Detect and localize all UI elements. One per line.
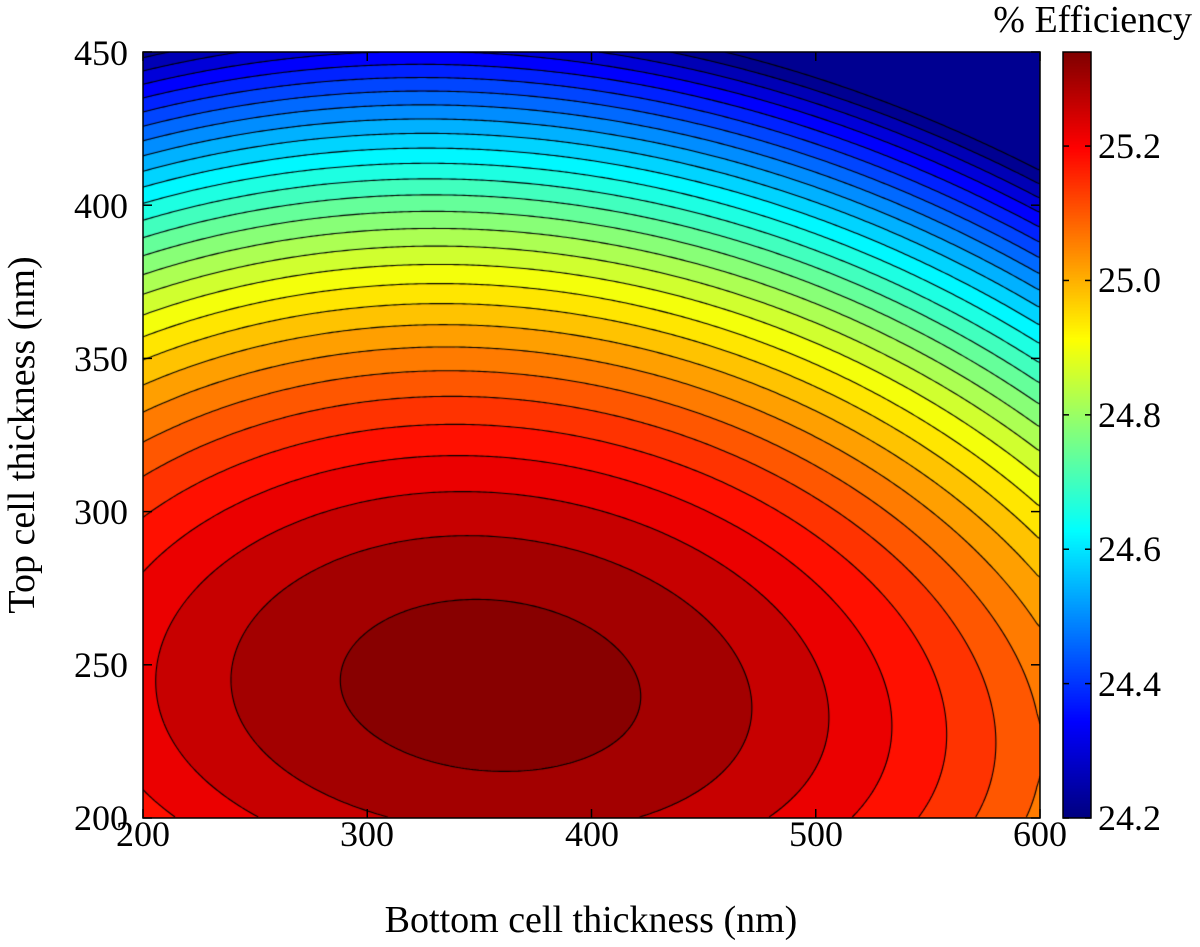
x-tick-label: 200 bbox=[116, 814, 170, 854]
contour-plot bbox=[143, 52, 1040, 818]
colorbar-frame bbox=[1062, 51, 1092, 819]
x-tick-label: 400 bbox=[565, 814, 619, 854]
x-tick-label: 600 bbox=[1013, 814, 1067, 854]
colorbar-tick-label: 24.8 bbox=[1098, 395, 1161, 435]
y-tick-label: 350 bbox=[74, 339, 128, 379]
x-axis-title: Bottom cell thickness (nm) bbox=[385, 899, 798, 941]
colorbar-ticks: 24.2 24.4 24.6 24.8 25.0 25.2 bbox=[1098, 126, 1161, 838]
y-tick-label: 200 bbox=[74, 798, 128, 838]
colorbar bbox=[1063, 52, 1091, 818]
y-tick-label: 300 bbox=[74, 492, 128, 532]
y-tick-label: 400 bbox=[74, 186, 128, 226]
y-axis-title: Top cell thickness (nm) bbox=[1, 256, 43, 613]
x-tick-label: 300 bbox=[340, 814, 394, 854]
y-tick-label: 450 bbox=[74, 33, 128, 73]
plot-frame bbox=[142, 51, 1041, 819]
colorbar-tick-label: 25.2 bbox=[1098, 126, 1161, 166]
y-tick-label: 250 bbox=[74, 645, 128, 685]
colorbar-title: % Efficiency bbox=[993, 0, 1192, 41]
x-tick-label: 500 bbox=[789, 814, 843, 854]
tick-marks bbox=[142, 51, 1091, 819]
y-axis: 200 250 300 350 400 450 bbox=[74, 33, 128, 838]
colorbar-tick-label: 24.4 bbox=[1098, 664, 1161, 704]
x-axis: 200 300 400 500 600 bbox=[116, 814, 1067, 854]
colorbar-tick-label: 25.0 bbox=[1098, 260, 1161, 300]
colorbar-tick-label: 24.2 bbox=[1098, 798, 1161, 838]
colorbar-tick-label: 24.6 bbox=[1098, 529, 1161, 569]
